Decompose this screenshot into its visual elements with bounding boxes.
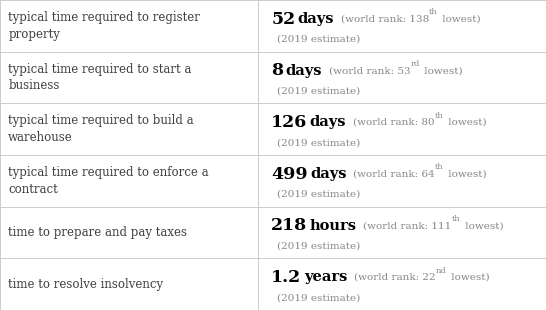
Text: typical time required to start a
business: typical time required to start a busines… — [8, 63, 192, 92]
Text: typical time required to build a
warehouse: typical time required to build a warehou… — [8, 114, 194, 144]
Text: years: years — [304, 270, 347, 285]
Text: typical time required to enforce a
contract: typical time required to enforce a contr… — [8, 166, 209, 196]
Text: (2019 estimate): (2019 estimate) — [277, 241, 360, 250]
Text: (world rank: 138: (world rank: 138 — [341, 15, 429, 24]
Text: time to resolve insolvency: time to resolve insolvency — [8, 278, 163, 291]
Text: (world rank: 22: (world rank: 22 — [354, 273, 435, 282]
Text: (2019 estimate): (2019 estimate) — [277, 190, 360, 199]
Text: lowest): lowest) — [445, 118, 486, 127]
Text: rd: rd — [410, 60, 419, 68]
Text: typical time required to register
property: typical time required to register proper… — [8, 11, 200, 41]
Text: lowest): lowest) — [448, 273, 489, 282]
Text: nd: nd — [435, 267, 446, 275]
Text: th: th — [435, 112, 443, 120]
Text: days: days — [298, 12, 334, 26]
Text: time to prepare and pay taxes: time to prepare and pay taxes — [8, 226, 187, 239]
Text: lowest): lowest) — [421, 66, 463, 75]
Text: 218: 218 — [271, 217, 307, 234]
Text: (world rank: 80: (world rank: 80 — [353, 118, 435, 127]
Text: days: days — [286, 64, 322, 78]
Text: 126: 126 — [271, 114, 307, 131]
Text: th: th — [429, 8, 438, 16]
Text: (2019 estimate): (2019 estimate) — [277, 35, 360, 44]
Text: (world rank: 53: (world rank: 53 — [329, 66, 410, 75]
Text: th: th — [452, 215, 460, 223]
Text: lowest): lowest) — [462, 221, 503, 230]
Text: 52: 52 — [271, 11, 295, 28]
Text: 499: 499 — [271, 166, 308, 183]
Text: (2019 estimate): (2019 estimate) — [277, 293, 360, 302]
Text: lowest): lowest) — [445, 170, 487, 179]
Text: (world rank: 64: (world rank: 64 — [353, 170, 435, 179]
Text: days: days — [310, 115, 346, 130]
Text: th: th — [435, 163, 443, 171]
Text: 1.2: 1.2 — [271, 269, 301, 286]
Text: 8: 8 — [271, 62, 283, 79]
Text: lowest): lowest) — [440, 15, 481, 24]
Text: hours: hours — [310, 219, 357, 233]
Text: days: days — [310, 167, 347, 181]
Text: (2019 estimate): (2019 estimate) — [277, 138, 360, 147]
Text: (2019 estimate): (2019 estimate) — [277, 86, 360, 95]
Text: (world rank: 111: (world rank: 111 — [363, 221, 452, 230]
